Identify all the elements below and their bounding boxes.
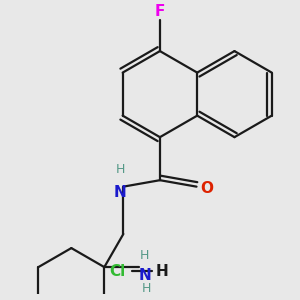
Text: H: H [155,264,168,279]
Text: H: H [116,163,125,176]
Text: Cl: Cl [109,264,125,279]
Text: F: F [155,4,165,19]
Text: N: N [114,185,126,200]
Text: H: H [140,249,150,262]
Text: H: H [142,282,151,295]
Text: N: N [139,268,151,283]
Text: O: O [200,181,213,196]
